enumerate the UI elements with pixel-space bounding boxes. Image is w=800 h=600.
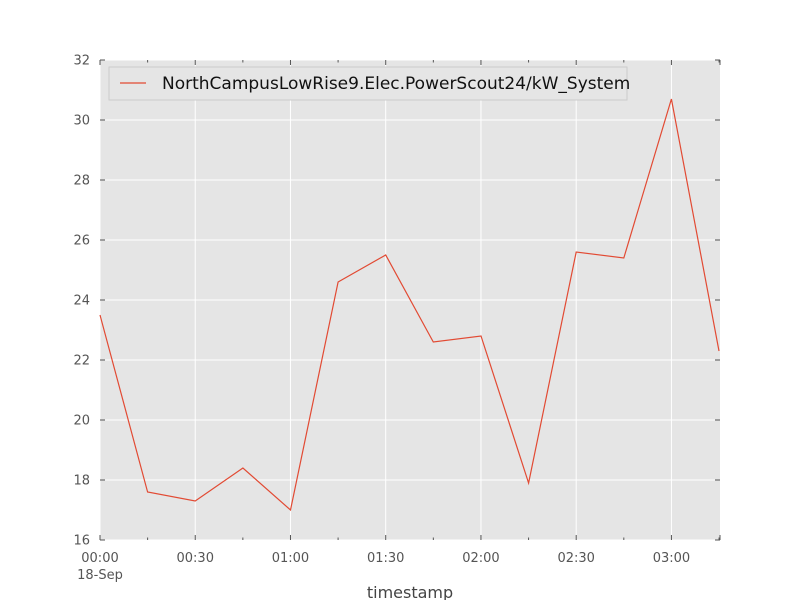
x-tick-label: 02:00 [462, 551, 499, 566]
x-tick-label: 00:30 [177, 551, 214, 566]
y-tick-label: 32 [73, 54, 90, 69]
x-tick-labels: 00:00 00:30 01:00 01:30 02:00 02:30 03:00 [81, 551, 690, 566]
tick-marks [99, 59, 721, 541]
x-date-label: 18-Sep [77, 568, 123, 583]
x-tick-label: 00:00 [81, 551, 118, 566]
legend: NorthCampusLowRise9.Elec.PowerScout24/kW… [108, 66, 630, 101]
x-tick-label: 01:00 [272, 551, 309, 566]
series-group [99, 98, 720, 512]
x-axis-title: timestamp [367, 583, 453, 600]
y-tick-label: 16 [73, 534, 90, 549]
series-line [99, 98, 720, 512]
y-tick-label: 18 [73, 474, 90, 489]
y-tick-label: 30 [73, 114, 90, 129]
x-tick-label: 01:30 [367, 551, 404, 566]
y-tick-label: 22 [73, 354, 90, 369]
legend-label: NorthCampusLowRise9.Elec.PowerScout24/kW… [162, 74, 630, 94]
y-tick-label: 24 [73, 294, 90, 309]
y-tick-label: 20 [73, 414, 90, 429]
x-tick-label: 02:30 [557, 551, 594, 566]
legend-box [108, 66, 628, 101]
y-tick-label: 28 [73, 174, 90, 189]
x-tick-label: 03:00 [653, 551, 690, 566]
y-tick-labels: 16 18 20 22 24 26 28 30 32 [73, 54, 90, 549]
y-tick-label: 26 [73, 234, 90, 249]
